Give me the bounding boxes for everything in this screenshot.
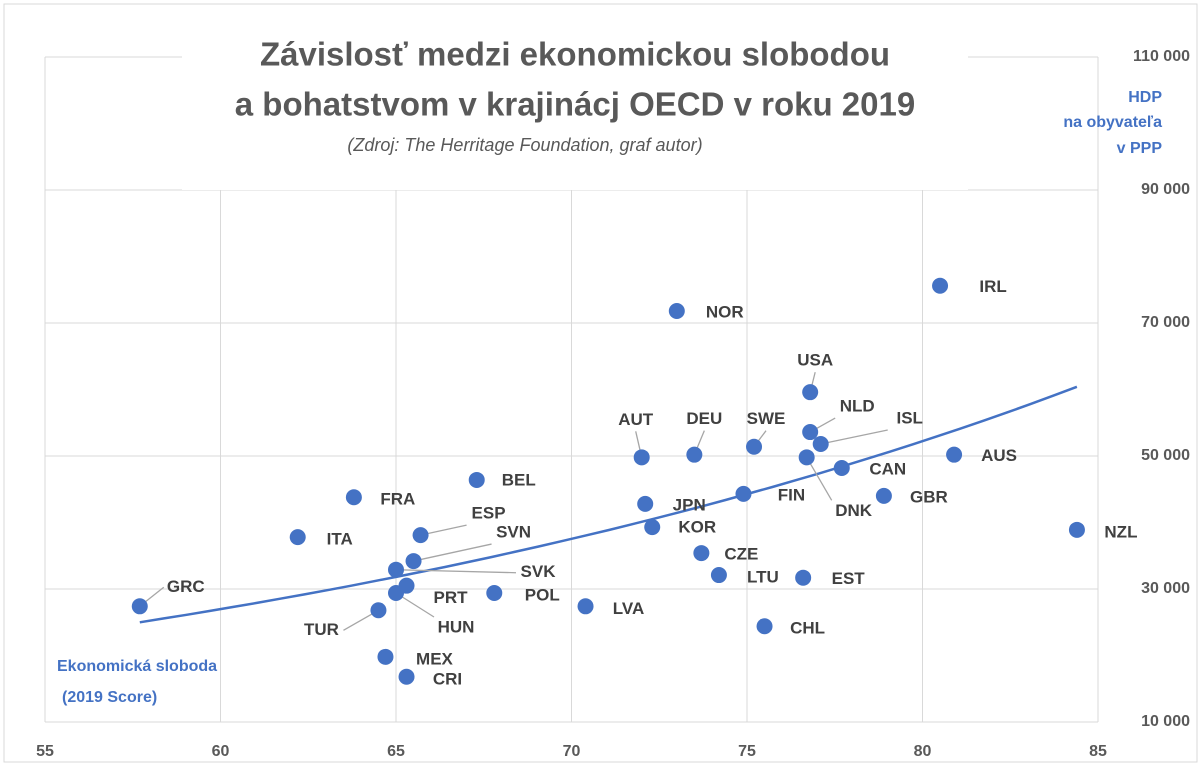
point-label: LVA [613,599,644,618]
y-tick-label: 50 000 [1141,447,1190,464]
point-label: CRI [433,669,462,688]
point [802,384,819,401]
y-tick-label: 70 000 [1141,314,1190,331]
point-label: CHL [790,619,825,638]
point [833,459,850,476]
point [345,489,362,506]
point-label: NZL [1104,522,1137,541]
point-label: DNK [835,501,873,520]
point-label: SVN [496,523,531,542]
point [412,527,429,544]
point [486,584,503,601]
point [633,449,650,466]
point [388,584,404,601]
point [1068,521,1085,538]
leader-line [806,457,833,501]
point [131,598,148,615]
point [405,553,422,570]
point-label: SVK [521,562,557,581]
point [795,569,812,586]
title-box [182,20,968,190]
point [875,487,892,504]
point-label: NOR [706,303,744,322]
point [668,303,685,320]
point [377,648,394,665]
x-tick-label: 55 [36,743,54,760]
point-label: AUT [618,410,654,429]
point-label: KOR [678,518,716,537]
point [746,438,763,455]
point-label: FRA [380,490,415,509]
point-label: ITA [327,530,353,549]
y-axis-label: na obyvateľa [1063,114,1162,131]
point [644,519,661,536]
x-tick-label: 65 [387,743,405,760]
point-label: ISL [896,409,922,428]
point-label: CAN [869,459,906,478]
point-label: AUS [981,446,1017,465]
chart-title: a bohatstvom v krajinácj OECD v roku 201… [235,86,915,123]
point [468,471,485,488]
y-tick-label: 110 000 [1133,48,1190,65]
point-label: DEU [686,409,722,428]
point-label: TUR [304,620,339,639]
point-label: USA [797,351,833,370]
point-label: EST [832,569,866,588]
leader-line [395,569,517,574]
y-tick-label: 30 000 [1141,580,1190,597]
leader-line [820,429,888,445]
x-axis-label: (2019 Score) [62,689,157,706]
point [802,424,819,441]
y-axis-label: HDP [1128,89,1162,106]
trend-line [139,385,1078,624]
x-axis-label: Ekonomická sloboda [57,658,217,675]
point-label: GRC [167,577,205,596]
point-label: PRT [434,588,469,607]
y-tick-label: 90 000 [1141,181,1190,198]
leader-line [413,543,492,562]
point-label: CZE [724,545,758,564]
x-tick-label: 75 [738,743,756,760]
point [398,668,415,685]
point-label: SWE [747,409,786,428]
point [370,602,387,619]
point-label: JPN [673,495,706,514]
x-tick-label: 80 [914,743,932,760]
point-label: MEX [416,649,454,668]
point [388,561,404,578]
point-label: BEL [502,470,536,489]
x-tick-label: 70 [563,743,581,760]
point [693,545,710,562]
point-label: POL [525,585,560,604]
point-label: HUN [438,617,475,636]
point-label: NLD [840,397,875,416]
point-label: FIN [778,485,805,504]
point [710,567,727,584]
x-tick-label: 85 [1089,743,1107,760]
point [946,446,963,463]
point [577,598,594,615]
chart-title: Závislosť medzi ekonomickou slobodou [260,36,890,73]
point-label: GBR [910,487,948,506]
point-label: IRL [979,277,1006,296]
point-label: LTU [747,568,779,587]
point [735,485,752,502]
point [756,618,773,635]
point [798,449,815,466]
point [289,529,306,546]
point [812,436,829,453]
y-tick-label: 10 000 [1141,713,1190,730]
y-axis-label: v PPP [1117,140,1163,157]
chart-subtitle: (Zdroj: The Herritage Foundation, graf a… [347,135,702,155]
point-label: ESP [472,504,506,523]
x-tick-label: 60 [212,743,230,760]
point [932,277,949,294]
point [637,495,654,512]
point [686,446,703,463]
